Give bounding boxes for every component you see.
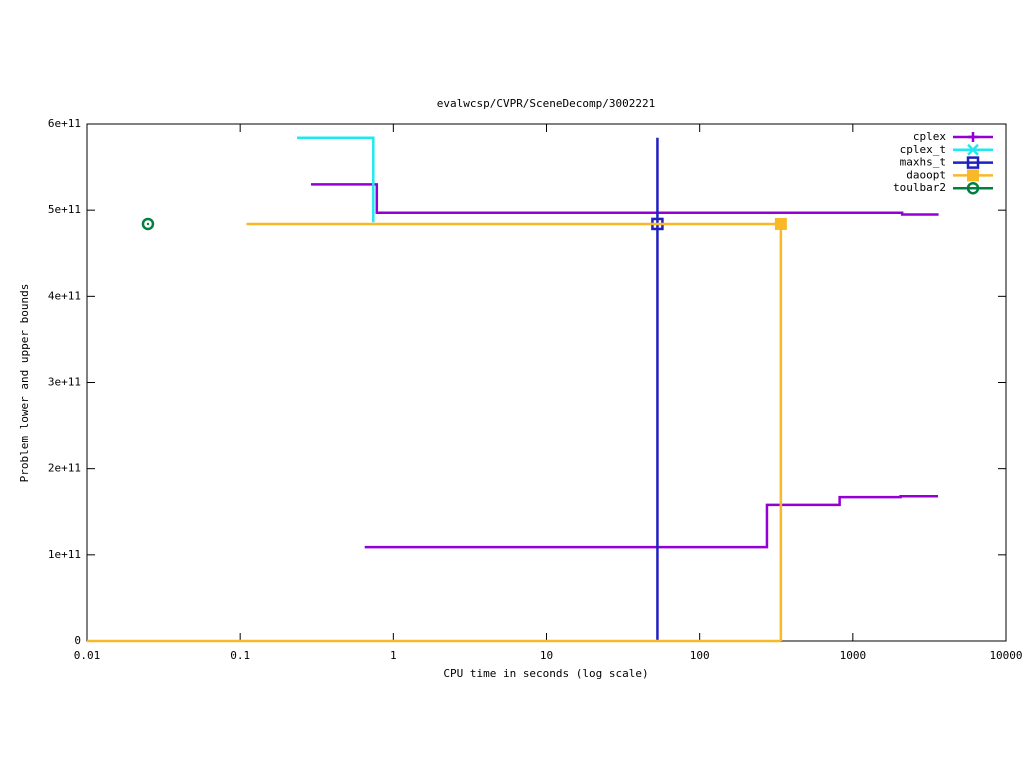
legend-label: daoopt [906, 168, 946, 181]
x-tick-label: 100 [690, 649, 710, 662]
marker [774, 217, 787, 230]
marker-shape [966, 181, 980, 195]
y-tick-label: 2e+11 [48, 462, 81, 475]
x-tick-label: 1 [390, 649, 397, 662]
legend-label: maxhs_t [900, 156, 946, 169]
marker [967, 169, 979, 182]
marker [141, 217, 155, 231]
y-tick-label: 1e+11 [48, 548, 81, 561]
legend-label: toulbar2 [893, 181, 946, 194]
step-line [310, 183, 939, 216]
legend-label: cplex [913, 130, 946, 143]
y-axis-label: Problem lower and upper bounds [18, 284, 31, 483]
marker-shape [971, 187, 975, 190]
marker-shape [966, 156, 980, 169]
marker [966, 181, 980, 195]
marker-shape [774, 217, 787, 230]
marker-shape [146, 222, 150, 226]
marker [967, 143, 979, 156]
marker-shape [968, 132, 978, 142]
x-tick-label: 10000 [989, 649, 1022, 662]
y-tick-label: 6e+11 [48, 117, 81, 130]
marker [968, 132, 978, 142]
marker-shape [141, 217, 155, 231]
x-tick-label: 0.01 [74, 649, 101, 662]
marker-shape [967, 143, 979, 156]
x-axis-label: CPU time in seconds (log scale) [443, 667, 648, 680]
marker-shape [967, 169, 979, 182]
legend-label: cplex_t [900, 143, 946, 156]
y-tick-label: 3e+11 [48, 376, 81, 389]
x-tick-label: 10 [540, 649, 553, 662]
step-line [297, 136, 375, 223]
y-tick-label: 4e+11 [48, 289, 81, 302]
step-line [364, 494, 939, 549]
y-tick-label: 0 [74, 634, 81, 647]
marker [966, 156, 980, 169]
x-tick-label: 0.1 [230, 649, 250, 662]
x-tick-label: 1000 [840, 649, 867, 662]
y-tick-label: 5e+11 [48, 203, 81, 216]
chart-title: evalwcsp/CVPR/SceneDecomp/3002221 [437, 97, 656, 110]
